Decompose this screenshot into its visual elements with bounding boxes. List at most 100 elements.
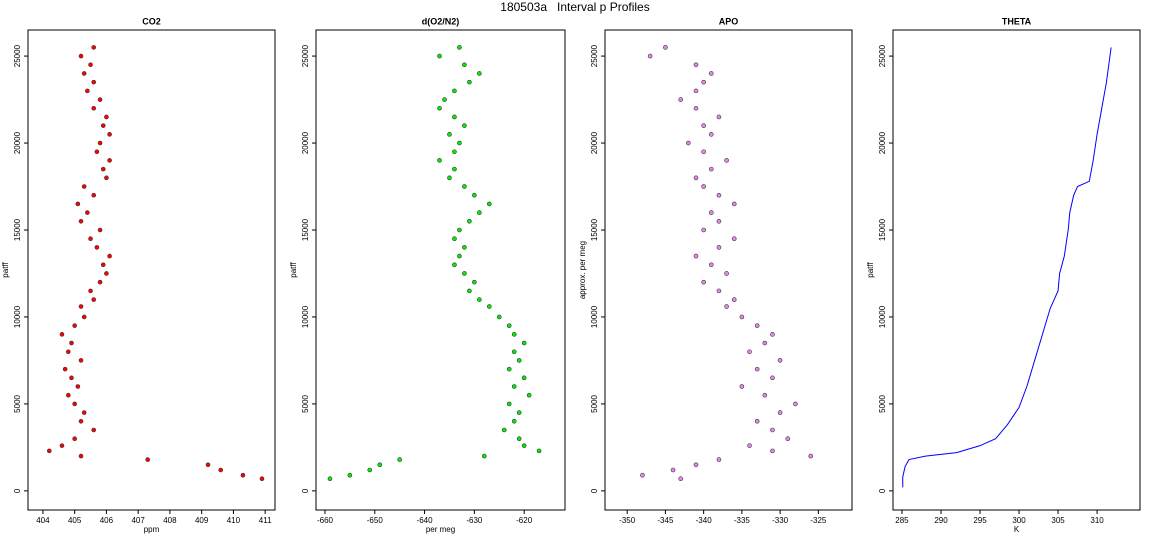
point: [777, 410, 783, 415]
point: [731, 201, 737, 207]
point: [91, 105, 97, 111]
point: [647, 53, 653, 59]
point: [145, 457, 150, 462]
plot-frame: [892, 29, 1141, 511]
x-tick-label: 305: [1051, 516, 1065, 525]
point: [442, 97, 447, 102]
y-tick-label: 10000: [13, 305, 22, 328]
point: [716, 457, 722, 462]
point: [701, 123, 706, 128]
point: [472, 192, 477, 198]
point: [708, 71, 714, 76]
y-tick-label: 5000: [878, 394, 887, 412]
x-tick-label: -640: [417, 516, 434, 525]
point: [496, 314, 502, 320]
point: [72, 401, 77, 407]
point: [663, 45, 668, 50]
y-tick-label: 20000: [878, 131, 887, 154]
point: [693, 105, 699, 111]
point: [785, 436, 791, 441]
point: [511, 349, 517, 355]
point: [716, 192, 722, 198]
point: [770, 448, 775, 454]
y-tick-label: 5000: [301, 394, 310, 412]
x-tick-label: -345: [657, 516, 674, 525]
point: [506, 401, 512, 407]
point: [100, 262, 106, 268]
y-axis-label: patff: [1, 262, 10, 278]
y-tick-label: 15000: [878, 218, 887, 241]
point: [701, 149, 706, 155]
point: [59, 443, 65, 448]
plot-frame: [27, 29, 276, 511]
x-tick-label: -325: [810, 516, 827, 525]
point: [640, 472, 645, 478]
chart-title: 180503a Interval p Profiles: [500, 0, 649, 14]
point: [739, 314, 745, 320]
point: [708, 132, 714, 137]
y-tick-label: 25000: [878, 44, 887, 67]
y-tick-label: 10000: [878, 305, 887, 328]
point: [72, 436, 77, 441]
point: [521, 443, 527, 448]
point: [770, 375, 775, 381]
point: [462, 271, 467, 276]
point: [521, 375, 527, 381]
x-tick-label: -340: [696, 516, 713, 525]
point: [452, 236, 457, 241]
point: [511, 332, 517, 337]
x-tick-label: 285: [895, 516, 909, 525]
y-tick-label: 15000: [13, 218, 22, 241]
point: [457, 253, 462, 259]
x-tick-label: 410: [227, 516, 241, 525]
point: [462, 184, 467, 189]
point: [367, 467, 373, 473]
point: [85, 210, 90, 215]
point: [457, 45, 462, 50]
point: [516, 358, 522, 363]
point: [452, 166, 457, 172]
point: [701, 279, 706, 285]
x-tick-label: 405: [68, 516, 82, 525]
point: [521, 340, 527, 346]
x-tick-label: 404: [36, 516, 50, 525]
y-tick-label: 0: [878, 488, 887, 493]
point: [437, 105, 442, 111]
point: [62, 366, 68, 372]
point: [693, 253, 699, 259]
x-tick-label: 407: [131, 516, 145, 525]
point: [81, 184, 87, 189]
point: [91, 427, 97, 433]
point: [81, 314, 87, 320]
point: [104, 271, 109, 276]
point: [724, 271, 729, 276]
point: [377, 462, 383, 468]
point: [457, 227, 462, 233]
point: [452, 88, 457, 94]
point: [670, 467, 676, 473]
profile-line: [902, 47, 1112, 488]
point: [701, 227, 706, 233]
x-axis-label: K: [1014, 525, 1020, 534]
point: [240, 472, 246, 478]
point: [75, 201, 81, 207]
panel-title: THETA: [1002, 16, 1032, 26]
x-tick-label: -630: [466, 516, 483, 525]
x-tick-label: 310: [1090, 516, 1104, 525]
point: [100, 123, 106, 128]
point: [770, 332, 775, 337]
point: [100, 166, 106, 172]
point: [97, 140, 103, 146]
point: [678, 476, 684, 481]
point: [747, 349, 752, 355]
point: [91, 297, 97, 302]
panel-title: d(O2/N2): [422, 16, 460, 26]
y-tick-label: 10000: [301, 305, 310, 328]
point: [506, 323, 512, 328]
x-tick-label: -335: [734, 516, 751, 525]
point: [78, 53, 84, 59]
y-tick-label: 20000: [590, 131, 599, 154]
point: [78, 219, 84, 224]
x-tick-label: -350: [619, 516, 636, 525]
x-tick-label: 300: [1012, 516, 1026, 525]
